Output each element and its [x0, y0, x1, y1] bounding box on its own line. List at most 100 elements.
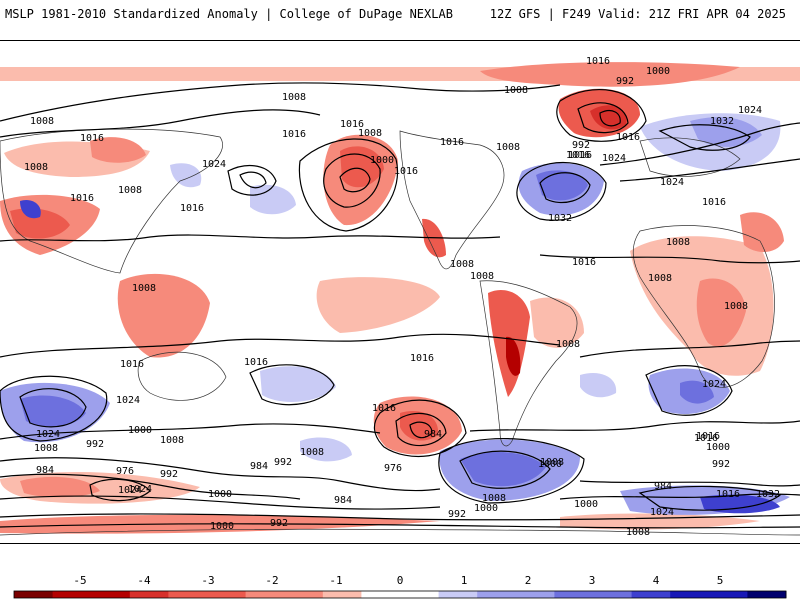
isobar-label: 1000: [646, 66, 670, 77]
isobar-1000-south: [0, 457, 441, 492]
colorbar-tick-label: 1: [461, 574, 468, 587]
isobar-label: 1000: [706, 442, 730, 453]
isobar-pacific-high: [227, 164, 277, 196]
isobar-label: 1024: [660, 177, 684, 188]
isobar-label: 1008: [626, 527, 650, 538]
isobar-label: 1008: [132, 283, 156, 294]
east-asia-region: [90, 137, 146, 163]
isobar-south-pacific-low-inner: [395, 412, 447, 447]
isobar-992-southern-ocean: [559, 493, 800, 500]
isobar-label: 1016: [616, 132, 640, 143]
isobar-1000-southern-ocean: [579, 480, 800, 487]
isobar-label: 1008: [34, 443, 58, 454]
isobar-label: 1016: [586, 56, 610, 67]
isobar-greenland-low-inner: [577, 102, 629, 134]
map-canvas: 1008 1008 1016 1016 1008 1016 1016 1008 …: [0, 56, 800, 538]
anomaly-map: 1008 1008 1016 1016 1008 1016 1016 1008 …: [0, 40, 800, 544]
isobar-label: 1024: [36, 429, 60, 440]
isobar-label: 1024: [116, 395, 140, 406]
west-pacific-high: [170, 163, 202, 188]
southern-ocean-high-core: [700, 494, 780, 514]
colorbar-segment: [747, 591, 787, 598]
north-pacific-low-core: [340, 146, 384, 188]
colorbar-segment: [168, 591, 208, 598]
greenland-core: [590, 105, 627, 130]
isobar-label: 1016: [70, 193, 94, 204]
south-america-outline: [479, 280, 578, 447]
isobar-drake-high: [438, 437, 585, 504]
himalaya-high: [20, 199, 41, 219]
isobar-label: 1024: [202, 159, 226, 170]
southern-ocean-core: [20, 476, 100, 498]
isobar-label: 1008: [504, 85, 528, 96]
isobar-1024-asia: [619, 158, 800, 182]
australia-outline: [137, 351, 227, 401]
isobar-southern-ocean-high: [638, 485, 782, 511]
isobar-label: 1008: [540, 457, 564, 468]
isobar-label: 1016: [568, 150, 592, 161]
isobar-label: 984: [424, 429, 442, 440]
isobar-label: 1024: [602, 153, 626, 164]
tibet-region: [10, 208, 70, 239]
colorbar-segment: [400, 591, 440, 598]
isobar-label: 1016: [696, 431, 720, 442]
isobar-label: 1008: [160, 435, 184, 446]
isobar-label: 1016: [394, 166, 418, 177]
isobar-label: 1032: [548, 213, 572, 224]
isobar-eurasia-high: [658, 124, 751, 151]
colorbar-segment: [593, 591, 633, 598]
isobar-label: 1016: [120, 359, 144, 370]
isobar-label: 1008: [648, 273, 672, 284]
isobar-pacific-low-outer: [298, 138, 399, 232]
isobar-label: 1008: [450, 259, 474, 270]
colorbar-segment: [207, 591, 247, 598]
isobar-1008-south: [0, 423, 381, 440]
colorbar-tick-label: -1: [329, 574, 342, 587]
isobar-label: 976: [384, 463, 402, 474]
isobar-1016-europe: [599, 122, 800, 166]
isobar-label: 1008: [30, 116, 54, 127]
isobar-pacific-high-inner: [239, 171, 267, 189]
colorbar-segment: [477, 591, 517, 598]
south-pacific-low-core: [400, 411, 439, 441]
isobar-label: 1024: [738, 105, 762, 116]
colorbar-segment: [708, 591, 748, 598]
isobar-label: 1008: [482, 493, 506, 504]
isobar-1008-antarctic: [0, 523, 800, 529]
isobar-label: 984: [250, 461, 268, 472]
east-africa-region: [696, 278, 746, 347]
isobar-label: 984: [334, 495, 352, 506]
isobar-label: 992: [86, 439, 104, 450]
isobar-label: 1016: [180, 203, 204, 214]
isobar-1000-antarctic: [0, 513, 800, 521]
isobar-1016-north: [0, 109, 321, 138]
isobar-label: 1000: [538, 459, 562, 470]
isobar-label: 1016: [244, 357, 268, 368]
colorbar-tick-label: -5: [73, 574, 86, 587]
colorbar-segment: [52, 591, 92, 598]
isobar-label: 1024: [650, 507, 674, 518]
colorbar-tick-label: 0: [397, 574, 404, 587]
isobar-label: 1032: [756, 489, 780, 500]
colorbar-segment: [91, 591, 131, 598]
south-atlantic-high: [580, 373, 617, 398]
colorbar-segment: [322, 591, 362, 598]
isobar-label: 1008: [282, 92, 306, 103]
isobar-drake-high-inner: [459, 450, 551, 489]
colorbar-segment: [554, 591, 594, 598]
isobar-atlantic-high-inner: [539, 172, 591, 204]
isobar-label: 1000: [210, 521, 234, 532]
colorbar-outline: [13, 590, 787, 599]
isobar-label: 1032: [710, 116, 734, 127]
isobar-976-south: [89, 478, 151, 502]
colorbar-tick-label: 3: [589, 574, 596, 587]
isobar-label: 1008: [496, 142, 520, 153]
colorbar-strip: [13, 590, 787, 599]
isobar-984-south: [0, 495, 441, 510]
isobar-label: 1016: [566, 150, 590, 161]
isobar-1008-south-east: [469, 420, 800, 432]
isobar-labels: 1008 1008 1016 1016 1008 1016 1016 1008 …: [24, 56, 780, 538]
isobar-label: 992: [274, 457, 292, 468]
brazil-region: [530, 297, 584, 348]
colorbar-segment: [284, 591, 324, 598]
